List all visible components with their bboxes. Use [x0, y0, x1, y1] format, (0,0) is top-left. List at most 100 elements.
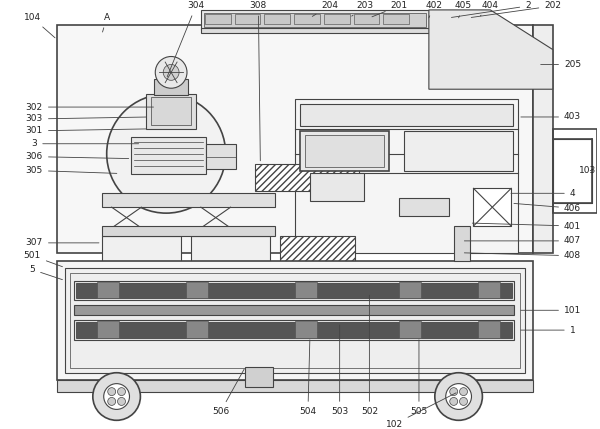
- Bar: [74, 281, 514, 300]
- Text: 304: 304: [167, 1, 205, 77]
- Text: 404: 404: [481, 1, 499, 16]
- Bar: [256, 163, 359, 191]
- Text: 305: 305: [26, 166, 117, 175]
- Bar: [294, 14, 320, 24]
- Text: 102: 102: [386, 393, 456, 429]
- Text: 3: 3: [31, 139, 139, 148]
- Text: 201: 201: [372, 1, 407, 17]
- Bar: [295, 99, 518, 253]
- Bar: [201, 28, 429, 33]
- Bar: [205, 14, 230, 24]
- Text: 302: 302: [26, 103, 154, 112]
- Bar: [146, 94, 196, 129]
- Text: 101: 101: [521, 306, 581, 315]
- Bar: [310, 173, 364, 201]
- Circle shape: [107, 94, 226, 213]
- Circle shape: [104, 384, 130, 409]
- Bar: [102, 226, 275, 236]
- Bar: [383, 14, 409, 24]
- Text: 503: 503: [331, 325, 348, 416]
- Bar: [454, 226, 470, 261]
- Text: 408: 408: [464, 251, 581, 260]
- Bar: [478, 281, 500, 299]
- Text: 406: 406: [514, 203, 581, 213]
- Text: A: A: [103, 13, 110, 32]
- Polygon shape: [429, 10, 553, 89]
- Text: 403: 403: [521, 112, 581, 121]
- Bar: [553, 129, 598, 213]
- Bar: [324, 14, 350, 24]
- Bar: [97, 281, 119, 299]
- Text: 505: 505: [410, 340, 428, 416]
- Bar: [478, 321, 500, 338]
- Circle shape: [460, 397, 467, 405]
- Bar: [305, 135, 384, 166]
- Text: 104: 104: [24, 13, 55, 38]
- Bar: [102, 236, 181, 285]
- Bar: [295, 281, 317, 299]
- Bar: [473, 188, 511, 226]
- Text: 306: 306: [26, 152, 129, 161]
- Bar: [431, 10, 490, 45]
- Text: 2: 2: [451, 1, 531, 18]
- Bar: [553, 139, 592, 203]
- Text: 402: 402: [425, 1, 442, 18]
- Text: 4: 4: [511, 189, 575, 198]
- Text: 5: 5: [29, 265, 62, 280]
- Text: 501: 501: [24, 251, 62, 267]
- Bar: [186, 281, 208, 299]
- Bar: [533, 25, 553, 253]
- Bar: [57, 261, 533, 380]
- Circle shape: [163, 64, 179, 80]
- Bar: [206, 144, 236, 169]
- Text: 202: 202: [471, 1, 561, 18]
- Bar: [235, 14, 260, 24]
- Text: 405: 405: [455, 1, 472, 18]
- Bar: [300, 131, 389, 170]
- Bar: [97, 321, 119, 338]
- Bar: [151, 97, 191, 125]
- Bar: [353, 14, 379, 24]
- Circle shape: [450, 397, 458, 405]
- Bar: [102, 193, 275, 207]
- Bar: [191, 236, 270, 285]
- Text: 504: 504: [299, 340, 316, 416]
- Circle shape: [118, 388, 125, 396]
- Bar: [399, 281, 421, 299]
- Bar: [186, 321, 208, 338]
- Text: 203: 203: [352, 1, 373, 16]
- Text: 307: 307: [26, 239, 99, 248]
- Circle shape: [460, 388, 467, 396]
- Bar: [76, 283, 512, 299]
- Text: 301: 301: [26, 127, 146, 136]
- Bar: [399, 321, 421, 338]
- Text: 308: 308: [250, 1, 267, 161]
- Circle shape: [446, 384, 472, 409]
- Text: 502: 502: [361, 295, 378, 416]
- Text: 303: 303: [26, 115, 146, 124]
- Bar: [399, 198, 449, 216]
- Text: 1: 1: [521, 326, 575, 335]
- Bar: [131, 137, 206, 175]
- Bar: [300, 104, 513, 126]
- Bar: [57, 25, 533, 253]
- Circle shape: [435, 373, 482, 420]
- Bar: [65, 268, 525, 373]
- Text: 407: 407: [464, 236, 581, 245]
- Text: 205: 205: [541, 60, 581, 69]
- Text: 401: 401: [472, 221, 581, 230]
- Circle shape: [118, 397, 125, 405]
- Bar: [74, 305, 514, 315]
- Bar: [295, 321, 317, 338]
- Bar: [154, 79, 188, 95]
- Bar: [74, 320, 514, 340]
- Bar: [404, 131, 513, 170]
- Text: 103: 103: [579, 166, 596, 175]
- Bar: [280, 236, 355, 285]
- Text: 506: 506: [212, 369, 244, 416]
- Circle shape: [450, 388, 458, 396]
- Bar: [201, 10, 429, 30]
- Bar: [265, 14, 290, 24]
- Circle shape: [108, 397, 116, 405]
- Text: 204: 204: [312, 1, 338, 16]
